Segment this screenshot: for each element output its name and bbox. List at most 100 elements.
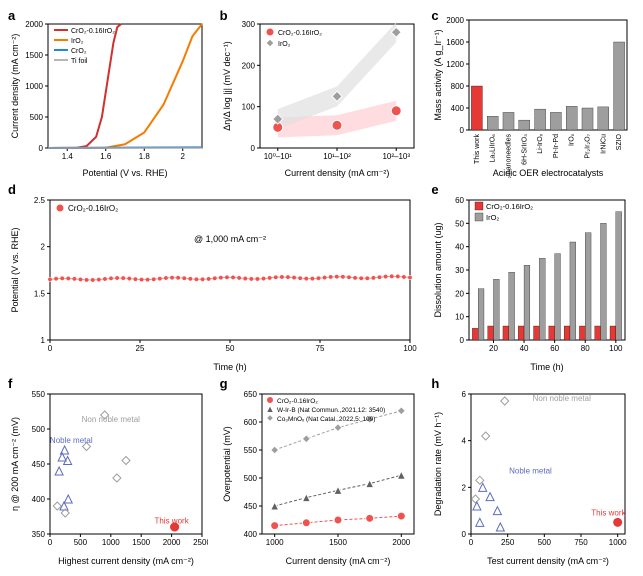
svg-text:600: 600 [243,418,257,427]
svg-text:0: 0 [250,144,255,153]
svg-text:2: 2 [181,152,186,161]
svg-text:Degradation rate (mV h⁻¹): Degradation rate (mV h⁻¹) [433,412,443,516]
svg-text:IrO₂: IrO₂ [486,213,499,222]
svg-text:1000: 1000 [265,538,283,547]
svg-text:75: 75 [316,344,325,353]
svg-text:650: 650 [243,390,257,399]
svg-text:50: 50 [226,344,235,353]
svg-text:450: 450 [243,502,257,511]
svg-text:10: 10 [455,313,464,322]
svg-text:100: 100 [609,344,623,353]
panel-label-e: e [431,182,438,197]
svg-text:Non noble metal: Non noble metal [82,415,140,424]
svg-text:2: 2 [462,483,467,492]
svg-text:Ti foil: Ti foil [71,58,88,65]
panel-a: a 1.41.61.820500100015002000Potential (V… [8,8,212,178]
svg-text:SZIO: SZIO [616,133,623,150]
svg-text:@ 1,000 mA cm⁻²: @ 1,000 mA cm⁻² [194,234,266,244]
svg-text:0: 0 [462,530,467,539]
svg-text:500: 500 [30,113,44,122]
svg-text:W-Ir-B (Nat Commun.,2021,12: 3: W-Ir-B (Nat Commun.,2021,12: 3540) [277,407,385,414]
svg-text:Time (h): Time (h) [531,362,564,372]
svg-text:800: 800 [451,82,465,91]
svg-text:CrO₂-0.16IrO₂: CrO₂-0.16IrO₂ [277,398,318,405]
svg-text:This work: This work [592,508,627,517]
chart-d: 025507510011.522.5Time (h)Potential (V v… [8,182,418,372]
svg-text:2500: 2500 [193,538,208,547]
svg-text:200: 200 [241,61,255,70]
svg-text:CrO₂-0.16IrO₂: CrO₂-0.16IrO₂ [71,28,115,35]
svg-text:1600: 1600 [447,38,465,47]
svg-text:6: 6 [462,390,467,399]
svg-text:500: 500 [32,425,46,434]
svg-text:550: 550 [32,390,46,399]
panel-label-d: d [8,182,16,197]
panel-d: d 025507510011.522.5Time (h)Potential (V… [8,182,423,372]
svg-text:This work: This work [474,134,481,164]
svg-text:400: 400 [32,495,46,504]
panel-e: e 204060801000102030405060Time (h)Dissol… [431,182,635,372]
svg-text:40: 40 [520,344,529,353]
svg-text:1500: 1500 [132,538,150,547]
svg-text:1.5: 1.5 [34,289,46,298]
svg-text:Potential (V vs. RHE): Potential (V vs. RHE) [82,168,167,178]
svg-text:1500: 1500 [25,51,43,60]
svg-text:2: 2 [41,243,46,252]
svg-text:Li-IrOₓ: Li-IrOₓ [537,133,544,154]
svg-text:Time (h): Time (h) [213,362,246,372]
svg-text:20: 20 [489,344,498,353]
svg-text:CrO₂-0.16IrO₂: CrO₂-0.16IrO₂ [486,202,533,211]
svg-text:CrO₂-0.16IrO₂: CrO₂-0.16IrO₂ [68,204,118,213]
svg-text:Potential (V vs. RHE): Potential (V vs. RHE) [10,227,20,312]
svg-text:50: 50 [455,219,464,228]
svg-text:CrO₂: CrO₂ [71,48,87,55]
svg-text:Overpotential (mV): Overpotential (mV) [222,426,232,502]
svg-text:250: 250 [501,538,515,547]
svg-text:750: 750 [575,538,589,547]
panel-label-f: f [8,376,12,391]
svg-text:1: 1 [41,336,46,345]
svg-text:80: 80 [581,344,590,353]
svg-text:1.4: 1.4 [62,152,74,161]
svg-text:100: 100 [403,344,417,353]
svg-text:500: 500 [74,538,88,547]
svg-text:400: 400 [451,104,465,113]
svg-text:60: 60 [551,344,560,353]
svg-text:400: 400 [243,530,257,539]
svg-text:25: 25 [136,344,145,353]
svg-text:IrO₂ nanoneedles: IrO₂ nanoneedles [506,134,513,178]
svg-text:Δη/Δ log |j| (mV dec⁻¹): Δη/Δ log |j| (mV dec⁻¹) [222,41,232,130]
svg-text:100: 100 [241,103,255,112]
svg-text:Mass activity (A g_Ir⁻¹): Mass activity (A g_Ir⁻¹) [433,29,443,120]
panel-g: g 100015002000400450500550600650Current … [220,376,424,566]
svg-text:CrO₂-0.16IrO₂: CrO₂-0.16IrO₂ [278,30,322,37]
svg-text:10⁰–10¹: 10⁰–10¹ [263,152,291,161]
svg-text:Noble metal: Noble metal [509,466,552,475]
svg-text:2.5: 2.5 [34,196,46,205]
svg-text:1000: 1000 [102,538,120,547]
svg-text:1.6: 1.6 [100,152,112,161]
svg-text:Highest current density (mA cm: Highest current density (mA cm⁻²) [58,556,194,566]
svg-text:10²–10³: 10²–10³ [382,152,410,161]
svg-text:1000: 1000 [609,538,627,547]
svg-text:Current density (mA cm⁻²): Current density (mA cm⁻²) [284,168,389,178]
panel-label-h: h [431,376,439,391]
chart-h: 025050075010000246Test current density (… [431,376,631,566]
svg-text:η @ 200 mA cm⁻² (mV): η @ 200 mA cm⁻² (mV) [10,417,20,511]
svg-text:2000: 2000 [447,16,465,25]
svg-text:500: 500 [243,474,257,483]
svg-text:0: 0 [460,336,465,345]
svg-text:2000: 2000 [163,538,181,547]
panel-b: b 10⁰–10¹10¹–10²10²–10³0100200300Current… [220,8,424,178]
svg-text:0: 0 [39,144,44,153]
svg-text:300: 300 [241,20,255,29]
svg-text:0: 0 [48,538,53,547]
chart-c: 0400800120016002000Acidic OER electrocat… [431,8,631,178]
svg-text:IrOₓ: IrOₓ [569,133,576,146]
panel-c: c 0400800120016002000Acidic OER electroc… [431,8,635,178]
svg-text:2000: 2000 [25,20,43,29]
panel-label-g: g [220,376,228,391]
chart-f: 05001000150020002500350400450500550Highe… [8,376,208,566]
svg-text:Current density (mA cm⁻²): Current density (mA cm⁻²) [285,556,390,566]
svg-text:450: 450 [32,460,46,469]
